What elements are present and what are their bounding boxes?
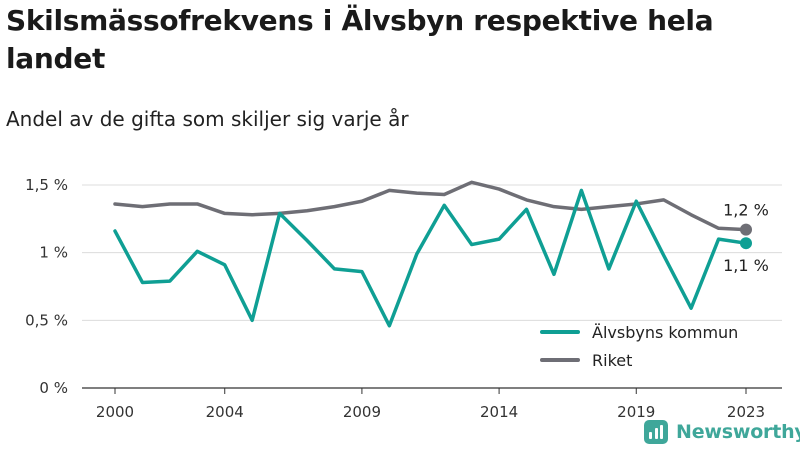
x-tick-label: 2019 [617, 403, 655, 421]
series-line-alvsbyn [113, 188, 748, 328]
end-point-alvsbyn [740, 237, 752, 250]
legend-swatch-riket [540, 358, 580, 362]
end-label-riket: 1,2 % [723, 201, 769, 220]
y-tick-label: 1,5 % [25, 176, 68, 194]
x-tick-label: 2000 [96, 403, 134, 421]
x-tick-label: 2004 [206, 403, 244, 421]
chart-subtitle: Andel av de gifta som skiljer sig varje … [6, 107, 409, 131]
chart-title: Skilsmässofrekvens i Älvsbyn respektive … [6, 4, 714, 75]
legend-label-riket: Riket [592, 350, 633, 370]
end-label-alvsbyn: 1,1 % [723, 256, 769, 275]
legend-label-alvsbyn: Älvsbyns kommun [592, 322, 739, 342]
legend-item-riket: Riket [540, 346, 738, 374]
x-tick-label: 2014 [480, 403, 518, 421]
legend-item-alvsbyn: Älvsbyns kommun [540, 318, 738, 346]
y-tick-label: 0 % [39, 379, 68, 397]
x-tick-label: 2009 [343, 403, 381, 421]
brand-logo: Newsworthy [644, 420, 800, 444]
brand-name: Newsworthy [676, 421, 800, 443]
x-tick-label: 2023 [727, 403, 765, 421]
series-line-riket [113, 180, 748, 232]
legend-swatch-alvsbyn [540, 330, 580, 334]
legend: Älvsbyns kommun Riket [540, 318, 738, 374]
y-tick-label: 0,5 % [25, 311, 68, 329]
y-tick-label: 1 % [39, 244, 68, 262]
end-point-riket [740, 223, 752, 236]
bar-chart-icon [644, 420, 668, 444]
